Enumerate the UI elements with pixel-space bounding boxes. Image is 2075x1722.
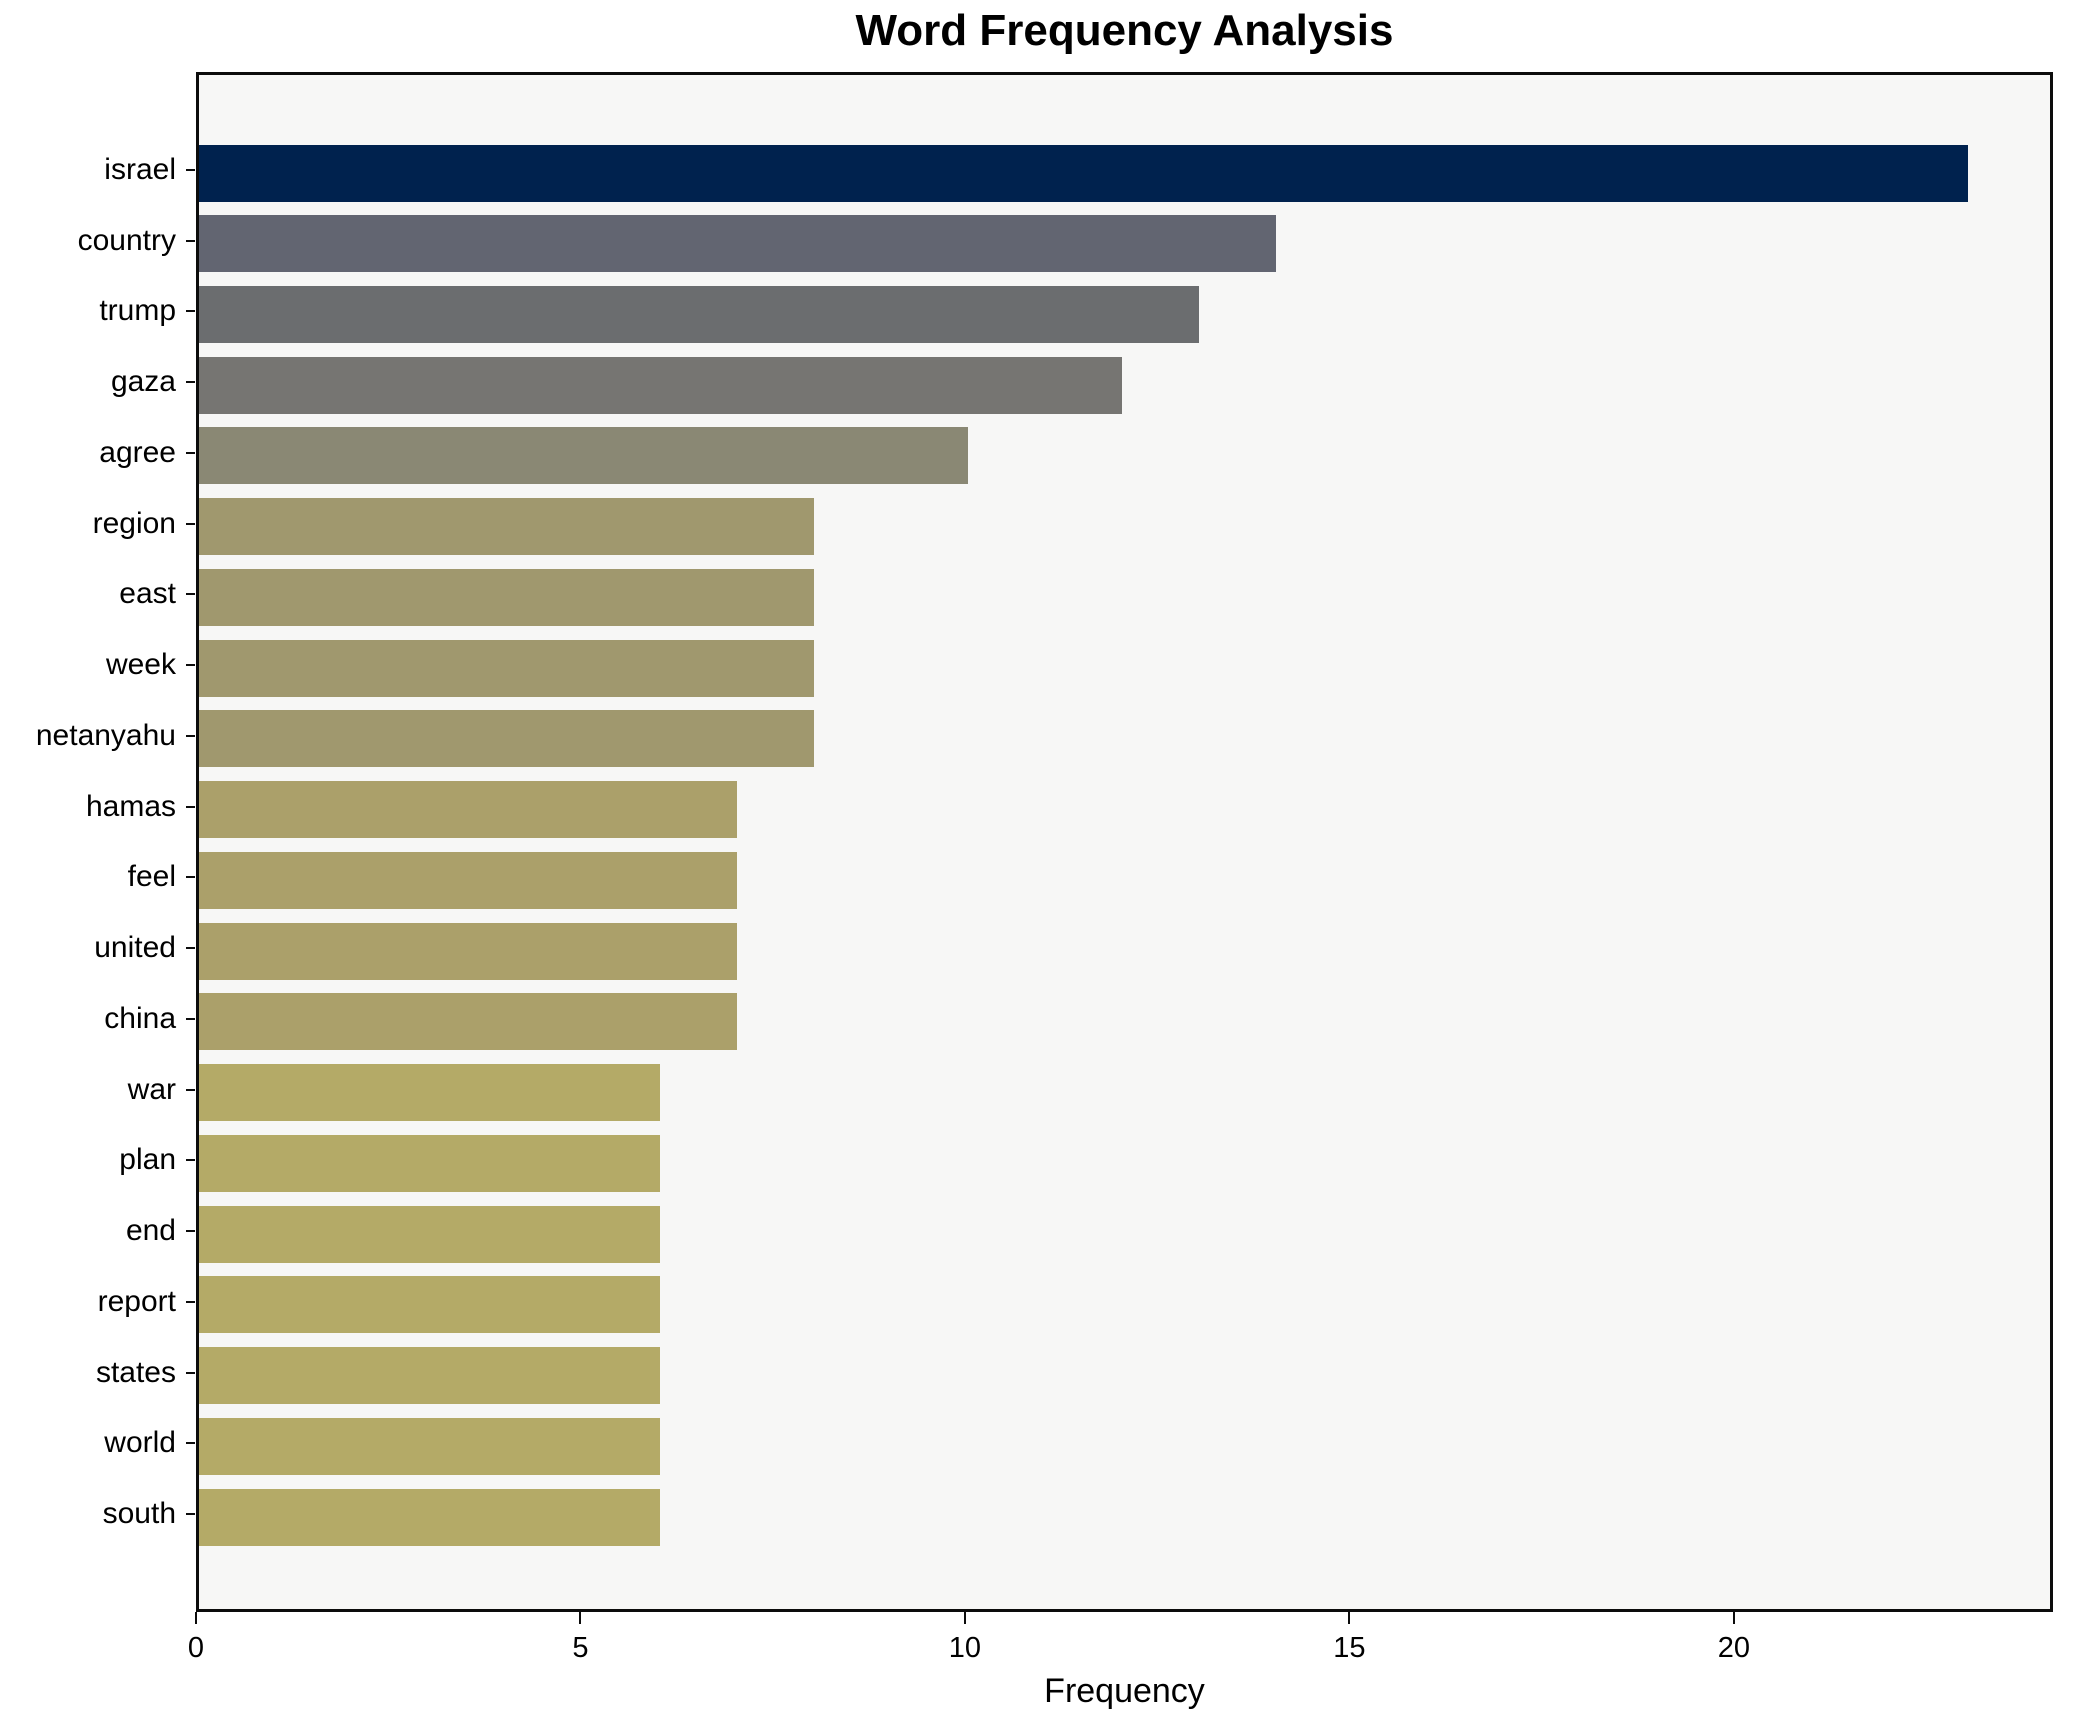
bar-war	[199, 1064, 661, 1122]
y-tick-label-agree: agree	[99, 435, 176, 469]
y-tick-label-trump: trump	[99, 294, 176, 328]
x-tick-mark	[1732, 1612, 1735, 1624]
y-tick-mark	[186, 239, 195, 242]
x-tick-label-0: 0	[187, 1632, 205, 1664]
y-tick-label-netanyahu: netanyahu	[35, 718, 176, 752]
y-tick-mark	[186, 1300, 195, 1303]
bar-china	[199, 993, 738, 1051]
y-tick-mark	[186, 1230, 195, 1233]
bar-region	[199, 498, 815, 556]
y-tick-label-china: china	[104, 1001, 176, 1035]
x-tick-mark	[963, 1612, 966, 1624]
x-tick-label-10: 10	[948, 1632, 982, 1664]
y-tick-mark	[186, 1371, 195, 1374]
x-tick-label-5: 5	[572, 1632, 589, 1664]
y-tick-label-united: united	[94, 931, 176, 965]
y-tick-mark	[186, 664, 195, 667]
y-tick-mark	[186, 805, 195, 808]
bar-israel	[199, 144, 1968, 202]
y-tick-label-south: south	[102, 1497, 176, 1531]
bar-country	[199, 215, 1276, 273]
bar-east	[199, 568, 815, 626]
y-tick-label-east: east	[119, 577, 176, 611]
bar-week	[199, 639, 815, 697]
y-tick-label-week: week	[105, 648, 176, 682]
y-tick-mark	[186, 169, 195, 171]
bar-report	[199, 1276, 661, 1334]
y-tick-label-report: report	[97, 1284, 176, 1318]
y-tick-label-world: world	[104, 1426, 176, 1460]
bar-united	[199, 922, 738, 980]
y-tick-mark	[186, 947, 195, 950]
bar-south	[199, 1488, 661, 1546]
x-tick-mark	[195, 1612, 197, 1624]
y-tick-mark	[186, 876, 195, 879]
x-tick-label-20: 20	[1717, 1632, 1750, 1664]
y-tick-label-end: end	[125, 1214, 176, 1248]
y-tick-label-feel: feel	[127, 860, 176, 894]
x-tick-mark	[1348, 1612, 1351, 1624]
y-tick-mark	[186, 1442, 195, 1445]
y-tick-label-region: region	[92, 506, 176, 540]
y-tick-label-country: country	[77, 223, 176, 257]
y-tick-mark	[186, 734, 195, 737]
x-tick-label-15: 15	[1333, 1632, 1366, 1664]
y-tick-label-hamas: hamas	[85, 789, 176, 823]
y-tick-mark	[186, 593, 195, 596]
y-tick-mark	[186, 1088, 195, 1091]
plot-area	[196, 72, 2053, 1612]
x-tick-mark	[579, 1612, 582, 1624]
y-tick-mark	[186, 1513, 195, 1516]
y-tick-label-war: war	[127, 1072, 176, 1106]
bar-trump	[199, 285, 1199, 343]
bar-states	[199, 1347, 661, 1405]
bar-end	[199, 1205, 661, 1263]
bar-netanyahu	[199, 710, 815, 768]
bar-hamas	[199, 781, 738, 839]
x-axis-label: Frequency	[1044, 1672, 1205, 1710]
y-tick-mark	[186, 451, 195, 454]
bar-world	[199, 1417, 661, 1475]
y-tick-label-plan: plan	[119, 1143, 176, 1177]
chart-title: Word Frequency Analysis	[855, 6, 1394, 55]
y-tick-label-states: states	[95, 1355, 176, 1389]
bar-agree	[199, 427, 968, 485]
y-tick-mark	[186, 310, 195, 313]
bar-feel	[199, 851, 738, 909]
y-tick-mark	[186, 1017, 195, 1020]
y-tick-mark	[186, 1159, 195, 1162]
y-tick-mark	[186, 522, 195, 525]
bar-gaza	[199, 356, 1122, 414]
y-tick-label-gaza: gaza	[110, 365, 176, 399]
y-tick-label-israel: israel	[104, 153, 176, 186]
bar-plan	[199, 1134, 661, 1192]
y-tick-mark	[186, 381, 195, 384]
